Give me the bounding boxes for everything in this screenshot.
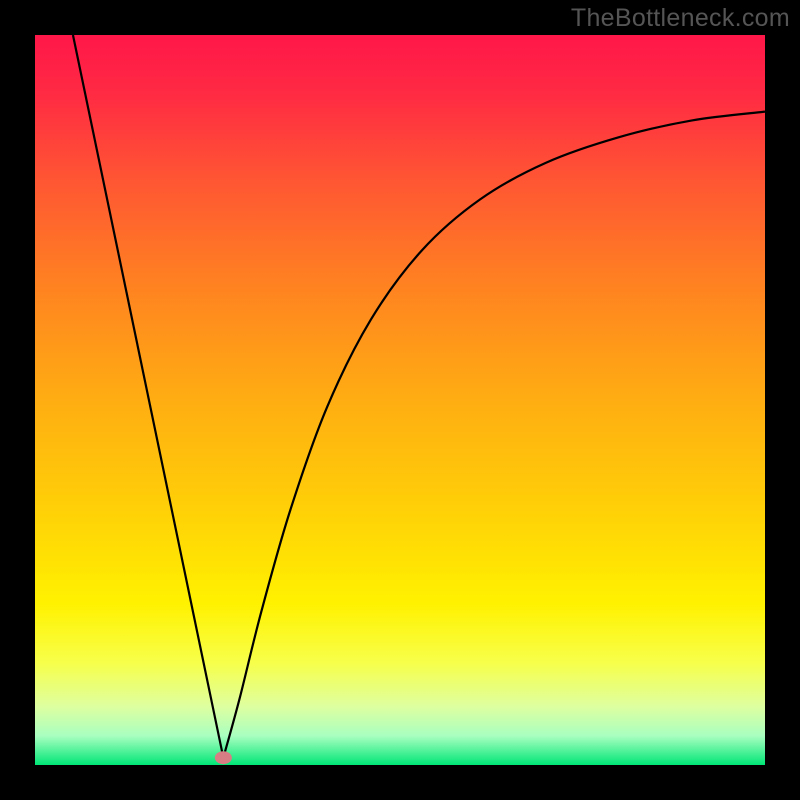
chart-frame: TheBottleneck.com [0, 0, 800, 800]
watermark-text: TheBottleneck.com [571, 4, 790, 33]
gradient-chart [0, 0, 800, 800]
plot-background [35, 35, 765, 765]
minimum-marker [215, 751, 232, 764]
